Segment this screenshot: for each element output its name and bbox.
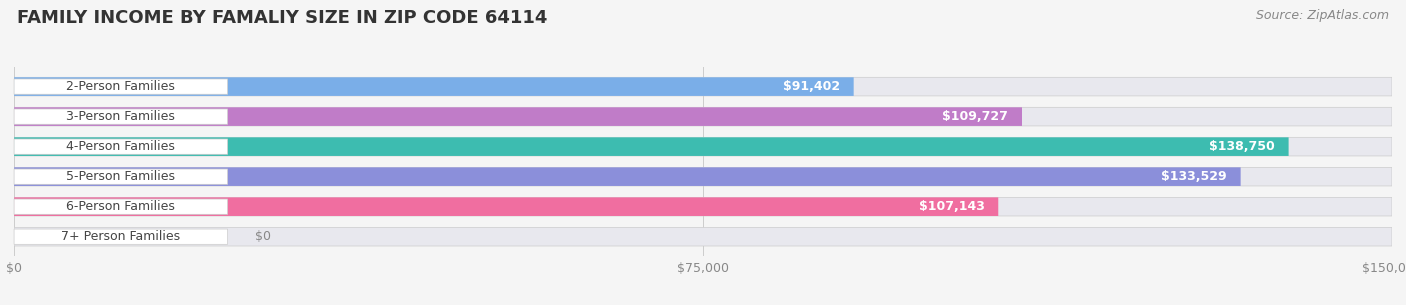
Text: $109,727: $109,727: [942, 110, 1008, 123]
FancyBboxPatch shape: [14, 107, 1392, 126]
FancyBboxPatch shape: [14, 228, 1392, 246]
Text: 7+ Person Families: 7+ Person Families: [62, 230, 180, 243]
FancyBboxPatch shape: [14, 109, 228, 124]
Text: 6-Person Families: 6-Person Families: [66, 200, 176, 213]
FancyBboxPatch shape: [14, 199, 228, 214]
Text: $138,750: $138,750: [1209, 140, 1275, 153]
FancyBboxPatch shape: [14, 79, 228, 94]
FancyBboxPatch shape: [14, 107, 1022, 126]
Text: FAMILY INCOME BY FAMALIY SIZE IN ZIP CODE 64114: FAMILY INCOME BY FAMALIY SIZE IN ZIP COD…: [17, 9, 547, 27]
Text: $133,529: $133,529: [1161, 170, 1227, 183]
FancyBboxPatch shape: [14, 77, 853, 96]
FancyBboxPatch shape: [14, 169, 228, 184]
FancyBboxPatch shape: [14, 139, 228, 154]
FancyBboxPatch shape: [14, 137, 1392, 156]
Text: Source: ZipAtlas.com: Source: ZipAtlas.com: [1256, 9, 1389, 22]
FancyBboxPatch shape: [14, 167, 1240, 186]
Text: $0: $0: [256, 230, 271, 243]
FancyBboxPatch shape: [14, 77, 1392, 96]
FancyBboxPatch shape: [14, 229, 228, 244]
FancyBboxPatch shape: [14, 167, 1392, 186]
Text: $107,143: $107,143: [918, 200, 984, 213]
Text: $91,402: $91,402: [783, 80, 839, 93]
Text: 3-Person Families: 3-Person Families: [66, 110, 176, 123]
Text: 2-Person Families: 2-Person Families: [66, 80, 176, 93]
FancyBboxPatch shape: [14, 197, 1392, 216]
FancyBboxPatch shape: [14, 197, 998, 216]
Text: 4-Person Families: 4-Person Families: [66, 140, 176, 153]
FancyBboxPatch shape: [14, 137, 1288, 156]
Text: 5-Person Families: 5-Person Families: [66, 170, 176, 183]
